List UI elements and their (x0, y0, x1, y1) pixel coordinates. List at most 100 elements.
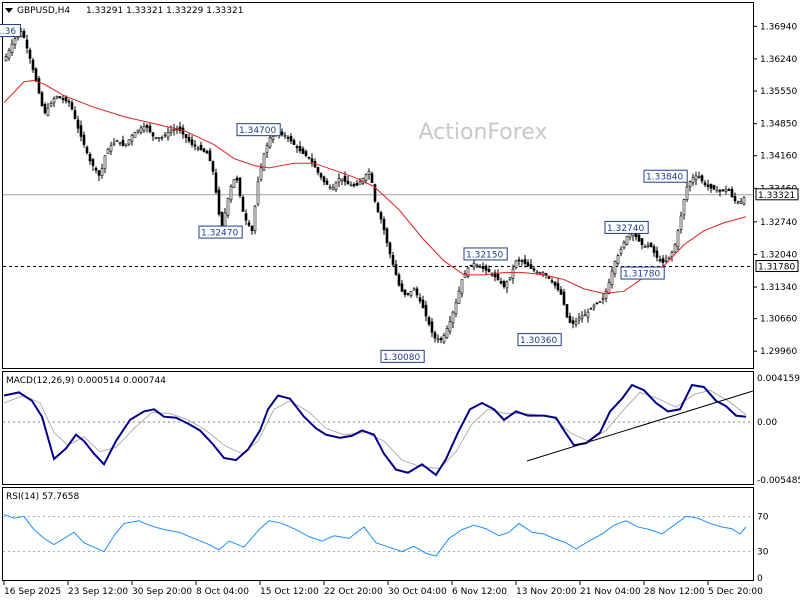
candle-body (25, 39, 29, 49)
candle-body (319, 173, 323, 178)
candle-body (187, 136, 191, 142)
candle-body (385, 228, 389, 244)
price-annotation-box (0, 24, 21, 38)
candle-body (46, 107, 50, 116)
candle-body (568, 316, 572, 323)
candle-body (727, 189, 731, 192)
candle-body (217, 189, 221, 215)
rsi-title: RSI(14) 57.7658 (6, 492, 79, 502)
candle-body (460, 279, 464, 294)
candle-body (178, 126, 182, 131)
candle-body (337, 178, 341, 183)
y-tick-label: 1.32740 (760, 218, 797, 228)
candle-body (484, 265, 488, 271)
candle-body (145, 125, 149, 128)
candle-body (679, 215, 683, 230)
candle-body (610, 270, 614, 286)
price-annotation-label: 1.34700 (239, 126, 276, 136)
candle-body (493, 272, 497, 278)
candle-body (565, 304, 569, 318)
candle-body (58, 96, 62, 99)
candle-body (190, 139, 194, 145)
candle-body (736, 201, 740, 204)
candle-body (256, 181, 260, 205)
candle-body (523, 259, 527, 264)
price-annotation-label: 1.32740 (607, 224, 644, 234)
candle-body (430, 321, 434, 333)
candle-body (157, 137, 161, 139)
candle-body (589, 308, 593, 310)
candle-body (343, 175, 347, 182)
candle-body (61, 98, 65, 101)
candle-body (355, 183, 359, 186)
candle-body (403, 289, 407, 295)
candle-body (289, 135, 293, 142)
candle-body (433, 332, 437, 339)
candle-body (229, 186, 233, 201)
y-tick-label: 1.34850 (760, 120, 797, 130)
candle-body (730, 188, 734, 197)
candle-body (295, 146, 299, 149)
candle-body (415, 288, 419, 296)
candle-body (322, 176, 326, 183)
candle-body (379, 212, 383, 220)
candle-body (454, 302, 458, 314)
candle-body (499, 281, 503, 284)
candle-body (457, 290, 461, 304)
candle-body (13, 38, 17, 45)
candle-body (466, 267, 470, 277)
candle-body (130, 134, 134, 142)
price-annotation-box (198, 225, 243, 239)
candle-body (301, 148, 305, 154)
price-annotation-box (517, 333, 562, 347)
candle-body (637, 234, 641, 242)
candle-body (601, 297, 605, 301)
candle-body (535, 271, 539, 274)
level-price-tag (755, 260, 799, 273)
candle-body (661, 258, 665, 263)
candle-body (625, 236, 629, 245)
candle-body (562, 291, 566, 305)
x-tick-label: 16 Sep 2025 (4, 587, 61, 597)
candle-body (202, 148, 206, 152)
candle-body (502, 281, 506, 287)
candle-body (346, 180, 350, 185)
dropdown-triangle-icon[interactable] (5, 8, 13, 13)
candle-body (397, 274, 401, 286)
candle-body (310, 158, 314, 163)
macd-y-tick-label: 0.00 (757, 418, 777, 428)
macd-line (3, 383, 747, 477)
candle-body (94, 167, 98, 171)
candle-body (733, 196, 737, 202)
candle-body (70, 102, 74, 110)
candle-body (592, 304, 596, 308)
price-annotation-label: 1.36 (0, 27, 16, 37)
candle-body (724, 189, 728, 192)
candle-body (31, 59, 35, 71)
x-tick-label: 5 Dec 20:00 (708, 587, 763, 597)
candle-body (649, 242, 653, 247)
candle-body (142, 126, 146, 131)
candle-body (451, 311, 455, 324)
y-tick-label: 1.35550 (760, 87, 797, 97)
price-annotation-box (604, 220, 649, 234)
candle-body (547, 276, 551, 279)
candle-body (706, 184, 710, 187)
candle-body (604, 290, 608, 299)
candle-body (694, 175, 698, 181)
candle-body (160, 137, 164, 139)
candle-body (586, 311, 590, 318)
candle-body (511, 268, 515, 279)
candle-body (442, 335, 446, 343)
y-tick-label: 1.32040 (760, 250, 797, 260)
candle-body (103, 155, 107, 170)
candle-body (508, 276, 512, 280)
candle-body (571, 320, 575, 324)
candle-body (481, 266, 485, 269)
candle-body (376, 203, 380, 213)
candle-body (247, 222, 251, 226)
candle-body (220, 212, 224, 228)
candle-body (424, 304, 428, 317)
candle-body (205, 151, 209, 154)
x-tick-label: 15 Oct 12:00 (260, 587, 319, 597)
